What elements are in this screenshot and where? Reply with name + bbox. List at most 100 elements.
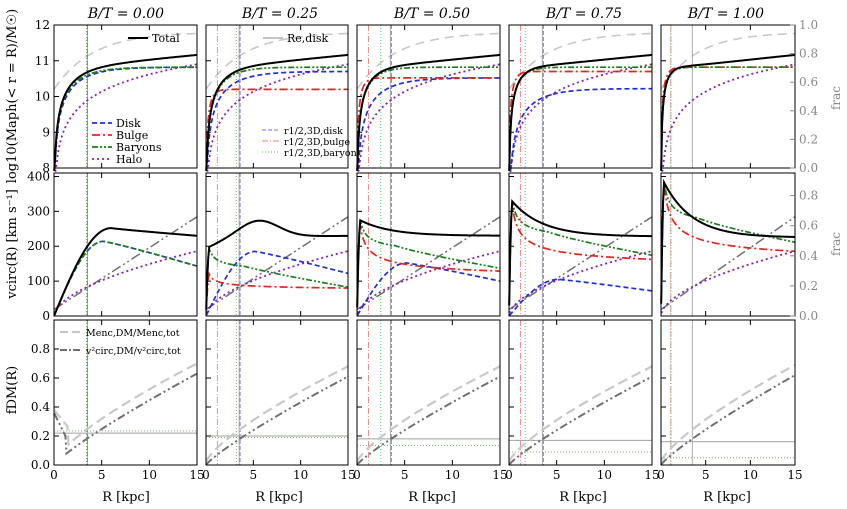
right-tick-label: 0.0	[799, 309, 818, 323]
fdm-velocity-ratio-curve	[53, 372, 198, 456]
legend-disk-label: Disk	[116, 117, 141, 130]
y-tick-label: 0	[42, 309, 50, 323]
y-tick-label: 200	[27, 239, 50, 253]
legend-fdm-mass-label: Menc,DM/Menc,tot	[86, 328, 180, 339]
baryon-mass-curve	[205, 66, 348, 171]
xlabel-1: R [kpc]	[255, 490, 303, 505]
legend-fdm: Menc,DM/Menc,tot v²circ,DM/v²circ,tot	[60, 328, 181, 357]
halo-vcirc-curve	[53, 250, 198, 314]
legend-fdm-vel-label: v²circ,DM/v²circ,tot	[85, 346, 181, 357]
baryon-vcirc-curve	[205, 247, 349, 303]
x-tick-label: 10	[293, 468, 308, 482]
baryon-vcirc-curve	[53, 240, 198, 316]
y-tick-label: 0.2	[31, 429, 50, 443]
panel-frame	[508, 24, 653, 169]
right-tick-label: 0.2	[799, 279, 818, 293]
halo-vcirc-curve	[508, 250, 653, 314]
fdm-velocity-ratio-curve	[660, 374, 796, 466]
fdm-mass-ratio-curve	[660, 363, 796, 462]
right-tick-label: 0.8	[799, 47, 818, 61]
legend-re-label: Re,disk	[287, 32, 328, 45]
fdm-velocity-ratio-curve	[205, 375, 349, 466]
frac-curve-gray	[205, 32, 349, 90]
x-tick-label: 15	[644, 468, 659, 482]
x-tick-label: 0	[505, 468, 513, 482]
fdm-panel-0: 0 5 10 15 0.0 0.2 0.4 0.6 0.8 Menc,DM/Menc,tot v²c…	[31, 319, 205, 482]
fdm-panel-4: 0 5 10 15	[657, 319, 803, 482]
disk-vcirc-curve	[508, 278, 653, 317]
y-tick-label: 0.8	[31, 342, 50, 356]
row3-ylabel: fDM(R)	[5, 366, 20, 414]
x-tick-label: 15	[787, 468, 802, 482]
baryon-vcirc-curve	[508, 200, 653, 303]
panel-frame	[356, 319, 501, 466]
vcirc-panel-3	[508, 172, 653, 317]
total-vcirc-curve	[356, 218, 500, 308]
disk-mass-curve	[205, 70, 348, 171]
frac-curve-gray	[508, 32, 653, 90]
x-tick-label: 5	[401, 468, 409, 482]
y-tick-label: 8	[42, 161, 50, 175]
row2-right-label: frac	[829, 232, 843, 256]
row2-ylabel: vcirc(R) [km s⁻¹]	[5, 189, 20, 300]
panel-frame	[508, 319, 653, 466]
bulge-vcirc-curve	[205, 271, 349, 313]
xlabel-0: R [kpc]	[102, 490, 150, 505]
panel-frame	[508, 172, 653, 317]
fdm-mass-ratio-curve	[508, 365, 653, 462]
total-vcirc-curve	[660, 178, 796, 304]
legend-r-label: r1/2,3D,disk	[284, 126, 343, 137]
total-mass-curve	[508, 53, 653, 171]
legend-bulge-label: Bulge	[116, 129, 148, 142]
row1-ylabel: log10(Maph(< r = R)/M☉)	[5, 9, 20, 183]
panel-frame	[205, 319, 349, 466]
x-tick-label: 15	[340, 468, 355, 482]
col-title-4: B/T = 1.00	[687, 6, 764, 22]
y-tick-label: 11	[35, 54, 50, 68]
total-vcirc-curve	[508, 198, 653, 306]
legend-radii: Re,disk r1/2,3D,diskr1/2,3D,bulger1/2,3D,…	[262, 32, 357, 159]
panel-frame	[356, 24, 501, 169]
disk-vcirc-curve	[53, 240, 198, 316]
right-tick-label: 0.4	[799, 249, 818, 263]
mass-panel-4: 0.0 0.2 0.4 0.6 0.8 1.0	[660, 18, 818, 175]
x-tick-label: 0	[657, 468, 665, 482]
y-tick-label: 0.6	[31, 371, 50, 385]
bulge-mass-curve	[508, 70, 652, 171]
vcirc-panel-0: 0 100 200 300 400	[27, 169, 198, 323]
x-tick-label: 0	[202, 468, 210, 482]
x-tick-label: 5	[98, 468, 106, 482]
disk-mass-curve	[356, 77, 500, 172]
vcirc-panel-4: 0.0 0.2 0.4 0.6 0.8	[660, 172, 818, 323]
fdm-mass-ratio-curve	[205, 365, 349, 462]
frac-curve-dark	[660, 216, 796, 310]
frac-curve-dark	[205, 216, 349, 310]
panel-frame	[53, 319, 198, 466]
mass-panel-2	[356, 24, 501, 172]
fdm-panel-3: 0 5 10 15	[505, 319, 660, 482]
baryon-mass-curve	[660, 66, 795, 171]
total-vcirc-curve	[205, 219, 349, 310]
frac-curve-dark	[508, 216, 653, 310]
total-mass-curve	[205, 53, 349, 171]
y-tick-label: 400	[27, 169, 50, 183]
legend-r-label: r1/2,3D,bulge	[284, 137, 351, 148]
bulge-mass-curve	[356, 77, 500, 171]
halo-vcirc-curve	[205, 250, 349, 314]
panel-frame	[660, 319, 796, 466]
halo-mass-curve	[357, 63, 501, 172]
panel-frame	[356, 172, 501, 317]
bulge-vcirc-curve	[356, 224, 501, 308]
x-tick-label: 0	[50, 468, 58, 482]
disk-vcirc-curve	[356, 262, 501, 316]
frac-curve-gray	[356, 32, 501, 90]
frac-curve-gray	[53, 32, 198, 90]
xlabel-4: R [kpc]	[703, 490, 751, 505]
x-tick-label: 10	[142, 468, 157, 482]
vcirc-panel-2	[356, 172, 501, 317]
right-tick-label: 0.4	[799, 104, 818, 118]
x-tick-label: 10	[445, 468, 460, 482]
vcirc-panel-1	[205, 172, 349, 317]
panel-frame	[660, 24, 796, 169]
panels: 89101112TotalDiskBulgeBaryonsHalo0100200…	[27, 18, 818, 482]
